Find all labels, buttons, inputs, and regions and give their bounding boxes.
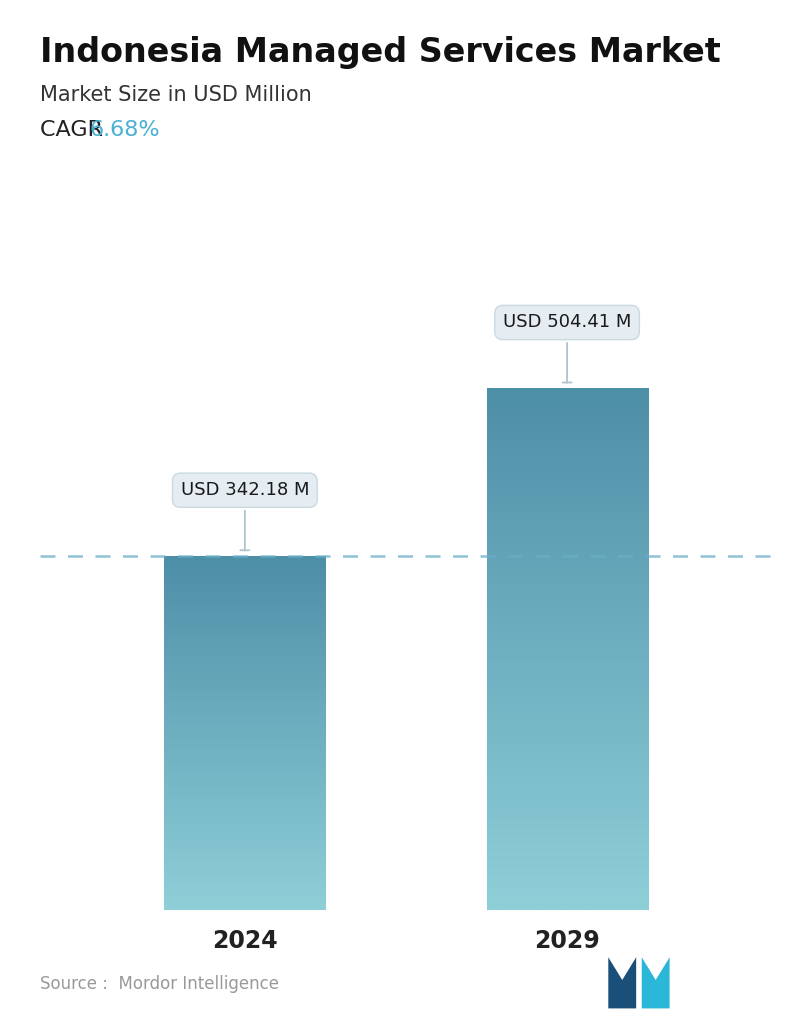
Text: Indonesia Managed Services Market: Indonesia Managed Services Market <box>40 36 720 69</box>
Text: Market Size in USD Million: Market Size in USD Million <box>40 85 311 104</box>
Text: USD 504.41 M: USD 504.41 M <box>503 313 631 383</box>
Text: CAGR: CAGR <box>40 120 110 140</box>
Text: Source :  Mordor Intelligence: Source : Mordor Intelligence <box>40 975 279 994</box>
Text: 6.68%: 6.68% <box>89 120 160 140</box>
Polygon shape <box>608 957 636 1008</box>
Polygon shape <box>642 957 669 1008</box>
Text: USD 342.18 M: USD 342.18 M <box>181 481 309 550</box>
